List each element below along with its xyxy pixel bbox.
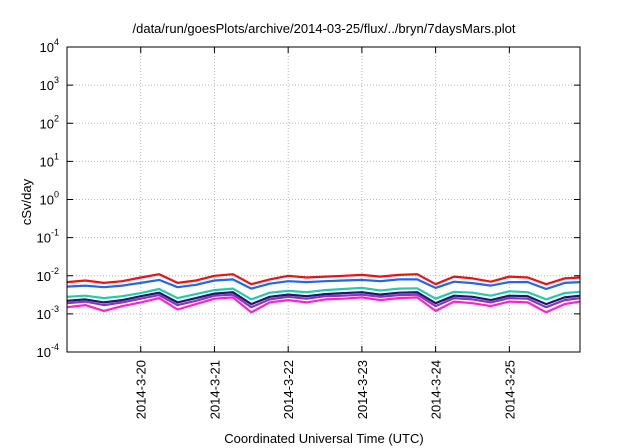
series-line-3 <box>66 286 581 301</box>
series-line-1 <box>66 273 581 286</box>
chart-title: /data/run/goesPlots/archive/2014-03-25/f… <box>133 21 516 36</box>
y-axis-label: cSv/day <box>19 178 34 225</box>
x-tick-label: 2014-3-20 <box>134 360 149 419</box>
series-line-5 <box>66 293 581 309</box>
series-line-6 <box>66 296 581 314</box>
y-tick-label: 10-3 <box>37 304 59 322</box>
x-tick-label: 2014-3-22 <box>281 360 296 419</box>
y-tick-label: 100 <box>40 190 59 208</box>
grid-lines <box>67 47 580 352</box>
x-tick-label: 2014-3-24 <box>429 360 444 419</box>
series-line-4 <box>66 291 581 306</box>
y-tick-label: 10-1 <box>37 228 59 246</box>
x-tick-label: 2014-3-23 <box>355 360 370 419</box>
x-axis-label: Coordinated Universal Time (UTC) <box>224 431 423 446</box>
plot-frame <box>66 46 581 353</box>
y-tick-label: 10-4 <box>37 342 59 360</box>
y-tick-label: 104 <box>40 37 59 55</box>
series-line-2 <box>66 278 581 291</box>
y-axis-ticks: 10-4 10-3 10-2 10-1 100 101 102 103 104 <box>37 37 580 360</box>
x-tick-label: 2014-3-25 <box>502 360 517 419</box>
x-tick-label: 2014-3-21 <box>207 360 222 419</box>
y-tick-label: 103 <box>40 75 59 93</box>
y-tick-label: 101 <box>40 151 59 169</box>
x-axis-ticks: 2014-3-20 2014-3-21 2014-3-22 2014-3-23 2014… <box>134 47 517 419</box>
y-tick-label: 102 <box>40 113 59 131</box>
y-tick-label: 10-2 <box>37 266 59 284</box>
data-series <box>66 273 581 314</box>
